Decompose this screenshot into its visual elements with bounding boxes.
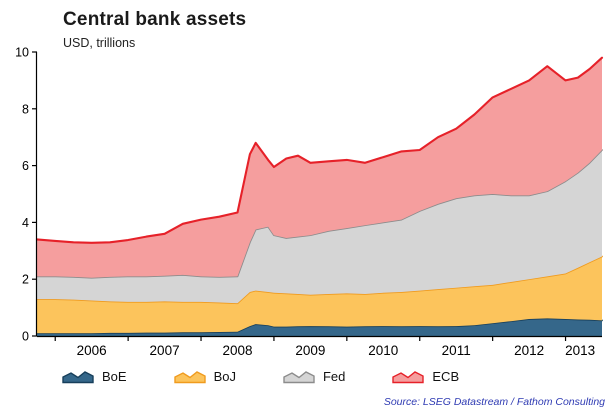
legend-swatch-ecb-icon — [392, 371, 425, 384]
legend-item-boj: BoJ — [173, 369, 236, 384]
y-tick-label: 2 — [22, 273, 29, 287]
legend-label-boj: BoJ — [213, 369, 236, 384]
x-tick-label: 2007 — [150, 343, 180, 358]
legend-item-ecb: ECB — [392, 369, 459, 384]
chart-footer: BoE BoJ Fed ECB Source: LSEG Datastream / F… — [0, 369, 615, 413]
x-tick-label: 2006 — [77, 343, 107, 358]
chart-title: Central bank assets — [63, 9, 247, 30]
chart-legend: BoE BoJ Fed ECB — [0, 369, 615, 384]
area-boe — [37, 318, 602, 336]
legend-label-boe: BoE — [102, 369, 127, 384]
y-tick-label: 4 — [22, 216, 29, 230]
x-tick-label: 2011 — [442, 343, 471, 358]
y-tick-label: 10 — [15, 46, 29, 60]
chart-header: Central bank assets USD, trillions — [0, 0, 615, 50]
legend-swatch-boj-icon — [173, 371, 206, 384]
y-tick-label: 0 — [22, 330, 29, 344]
area-ecb — [37, 57, 602, 278]
x-tick-label: 2009 — [295, 343, 325, 358]
x-tick-label: 2013 — [565, 343, 595, 358]
chart-canvas: 0 2 4 6 8 10 2006 2007 2008 2009 2010 2011 2012 2013 — [15, 46, 604, 358]
y-tick-label: 8 — [22, 102, 29, 116]
legend-swatch-boe-icon — [62, 371, 94, 384]
chart-subtitle: USD, trillions — [63, 36, 136, 50]
legend-swatch-fed-icon — [283, 371, 315, 384]
source-credit: Source: LSEG Datastream / Fathom Consult… — [383, 396, 605, 408]
legend-label-ecb: ECB — [432, 369, 460, 384]
line-ecb — [35, 56, 604, 244]
x-tick-label: 2010 — [368, 343, 398, 358]
x-tick-label: 2012 — [514, 343, 544, 358]
legend-item-fed: Fed — [283, 369, 345, 384]
x-tick-label: 2008 — [222, 343, 252, 358]
legend-label-fed: Fed — [322, 369, 346, 384]
legend-item-boe: BoE — [62, 369, 127, 384]
y-tick-label: 6 — [22, 159, 29, 173]
area-fed — [37, 150, 602, 304]
